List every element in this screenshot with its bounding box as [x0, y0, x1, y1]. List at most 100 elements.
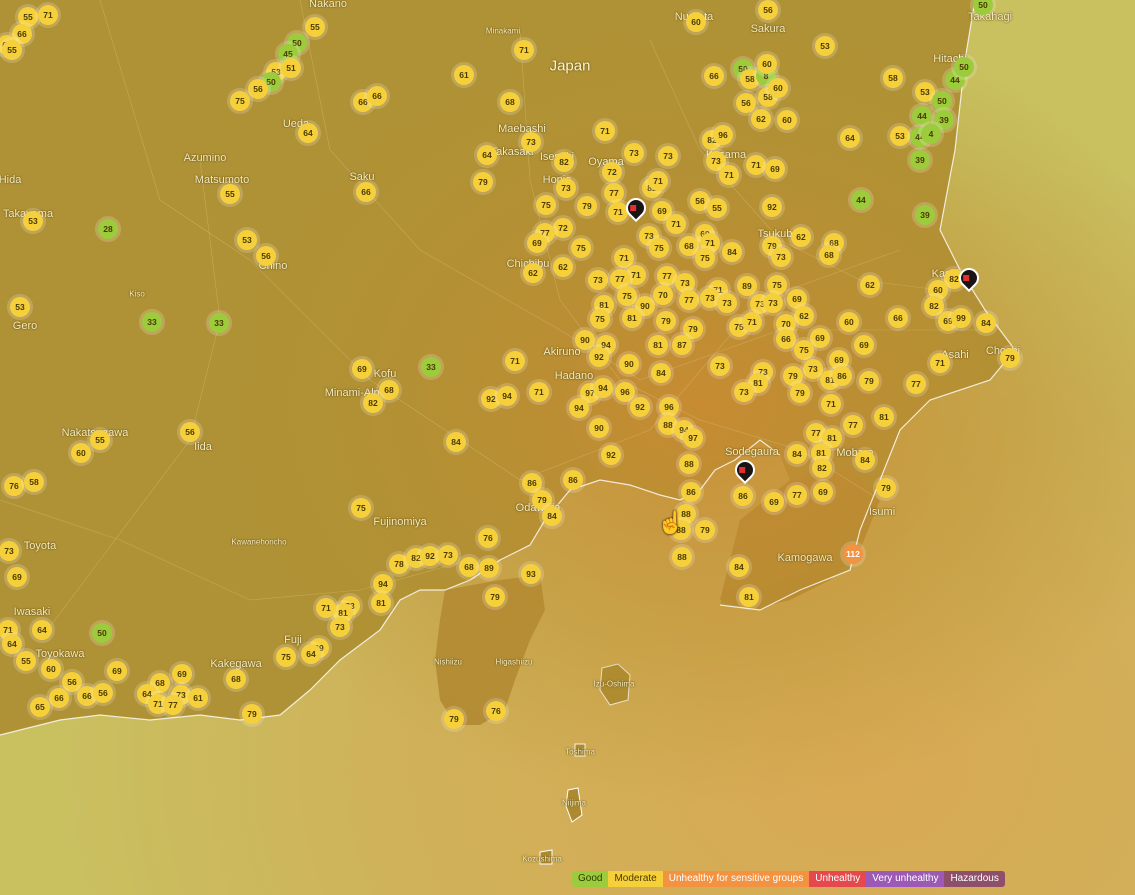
- aqi-station-marker[interactable]: 88: [672, 547, 692, 567]
- aqi-station-marker[interactable]: 75: [230, 91, 250, 111]
- aqi-station-marker[interactable]: 71: [930, 353, 950, 373]
- aqi-station-marker[interactable]: 69: [787, 289, 807, 309]
- aqi-station-marker[interactable]: 60: [928, 280, 948, 300]
- aqi-station-marker[interactable]: 75: [536, 195, 556, 215]
- aqi-station-marker[interactable]: 77: [906, 374, 926, 394]
- aqi-station-marker[interactable]: 92: [630, 397, 650, 417]
- aqi-station-marker[interactable]: 53: [23, 211, 43, 231]
- aqi-station-marker[interactable]: 75: [649, 238, 669, 258]
- aqi-station-marker[interactable]: 84: [542, 506, 562, 526]
- aqi-station-marker[interactable]: 69: [352, 359, 372, 379]
- aqi-station-marker[interactable]: 75: [351, 498, 371, 518]
- aqi-station-marker[interactable]: 73: [700, 288, 720, 308]
- aqi-station-marker[interactable]: 71: [514, 40, 534, 60]
- aqi-station-marker[interactable]: 81: [739, 587, 759, 607]
- aqi-station-marker[interactable]: 75: [276, 647, 296, 667]
- aqi-station-marker[interactable]: 79: [444, 709, 464, 729]
- aqi-station-marker[interactable]: 69: [107, 661, 127, 681]
- aqi-station-marker[interactable]: 39: [934, 110, 954, 130]
- aqi-station-marker[interactable]: 39: [910, 150, 930, 170]
- aqi-station-marker[interactable]: 50: [932, 91, 952, 111]
- aqi-station-marker[interactable]: 94: [569, 398, 589, 418]
- aqi-station-marker[interactable]: 73: [706, 151, 726, 171]
- aqi-station-marker[interactable]: 53: [815, 36, 835, 56]
- aqi-station-marker[interactable]: 75: [617, 286, 637, 306]
- aqi-station-marker[interactable]: 77: [787, 485, 807, 505]
- aqi-station-marker[interactable]: 56: [62, 672, 82, 692]
- aqi-station-marker[interactable]: 73: [803, 359, 823, 379]
- aqi-station-marker[interactable]: 71: [648, 171, 668, 191]
- aqi-station-marker[interactable]: 92: [762, 197, 782, 217]
- aqi-station-marker[interactable]: 62: [553, 257, 573, 277]
- aqi-station-marker[interactable]: 82: [554, 152, 574, 172]
- aqi-station-marker[interactable]: 77: [843, 415, 863, 435]
- aqi-station-marker[interactable]: 50: [92, 623, 112, 643]
- aqi-station-marker[interactable]: 56: [690, 191, 710, 211]
- aqi-station-marker[interactable]: 53: [915, 82, 935, 102]
- aqi-station-marker[interactable]: 60: [839, 312, 859, 332]
- aqi-station-marker[interactable]: 86: [733, 486, 753, 506]
- aqi-station-marker[interactable]: 77: [163, 695, 183, 715]
- aqi-station-marker[interactable]: 66: [776, 329, 796, 349]
- aqi-station-marker[interactable]: 71: [608, 202, 628, 222]
- aqi-station-marker[interactable]: 69: [810, 328, 830, 348]
- aqi-station-marker[interactable]: 77: [604, 183, 624, 203]
- aqi-station-marker[interactable]: 66: [49, 688, 69, 708]
- aqi-station-marker[interactable]: 73: [771, 247, 791, 267]
- aqi-station-marker[interactable]: 75: [794, 340, 814, 360]
- aqi-station-marker[interactable]: 33: [142, 312, 162, 332]
- aqi-station-marker[interactable]: 73: [521, 132, 541, 152]
- aqi-station-marker[interactable]: 69: [764, 492, 784, 512]
- aqi-station-marker[interactable]: 4: [921, 124, 941, 144]
- aqi-station-marker[interactable]: 71: [316, 598, 336, 618]
- aqi-station-marker[interactable]: 79: [695, 520, 715, 540]
- aqi-station-marker[interactable]: 86: [563, 470, 583, 490]
- aqi-station-marker[interactable]: 88: [658, 415, 678, 435]
- aqi-station-marker[interactable]: 60: [41, 659, 61, 679]
- aqi-station-marker[interactable]: 64: [301, 644, 321, 664]
- aqi-station-marker[interactable]: 56: [758, 0, 778, 20]
- aqi-station-marker[interactable]: 79: [485, 587, 505, 607]
- aqi-station-marker[interactable]: 84: [787, 444, 807, 464]
- aqi-station-marker[interactable]: 55: [18, 7, 38, 27]
- aqi-station-marker[interactable]: 69: [765, 159, 785, 179]
- aqi-station-marker[interactable]: 64: [2, 634, 22, 654]
- aqi-station-marker[interactable]: 84: [722, 242, 742, 262]
- aqi-station-marker[interactable]: 73: [624, 143, 644, 163]
- aqi-station-marker[interactable]: 55: [305, 17, 325, 37]
- aqi-station-marker[interactable]: 81: [822, 428, 842, 448]
- aqi-station-marker[interactable]: 55: [707, 198, 727, 218]
- aqi-station-marker[interactable]: 75: [571, 238, 591, 258]
- aqi-station-marker[interactable]: 97: [683, 428, 703, 448]
- aqi-station-marker[interactable]: 84: [446, 432, 466, 452]
- aqi-station-marker[interactable]: 71: [742, 312, 762, 332]
- aqi-station-marker[interactable]: 96: [615, 382, 635, 402]
- aqi-station-marker[interactable]: 73: [734, 382, 754, 402]
- aqi-station-marker[interactable]: 66: [77, 686, 97, 706]
- aqi-station-marker[interactable]: 73: [438, 545, 458, 565]
- aqi-station-marker[interactable]: 58: [883, 68, 903, 88]
- aqi-station-marker[interactable]: 66: [12, 24, 32, 44]
- aqi-station-marker[interactable]: 65: [30, 697, 50, 717]
- aqi-station-marker[interactable]: 71: [505, 351, 525, 371]
- aqi-station-marker[interactable]: 94: [593, 378, 613, 398]
- aqi-station-marker[interactable]: 62: [794, 306, 814, 326]
- aqi-station-marker[interactable]: 92: [481, 389, 501, 409]
- aqi-station-marker[interactable]: 51: [281, 58, 301, 78]
- aqi-station-marker[interactable]: 88: [679, 454, 699, 474]
- aqi-station-marker[interactable]: 60: [777, 110, 797, 130]
- aqi-station-marker[interactable]: 79: [656, 311, 676, 331]
- aqi-station-marker[interactable]: 71: [614, 248, 634, 268]
- aqi-station-marker[interactable]: 71: [595, 121, 615, 141]
- aqi-station-marker[interactable]: 86: [832, 366, 852, 386]
- aqi-station-marker[interactable]: 68: [459, 557, 479, 577]
- aqi-station-marker[interactable]: 60: [71, 443, 91, 463]
- aqi-station-marker[interactable]: 79: [790, 383, 810, 403]
- aqi-station-marker[interactable]: 68: [819, 245, 839, 265]
- aqi-station-marker[interactable]: 86: [522, 473, 542, 493]
- aqi-station-marker[interactable]: 68: [500, 92, 520, 112]
- aqi-station-marker[interactable]: 44: [851, 190, 871, 210]
- aqi-station-marker[interactable]: 66: [367, 86, 387, 106]
- aqi-station-marker[interactable]: 96: [713, 125, 733, 145]
- aqi-station-marker[interactable]: 71: [821, 394, 841, 414]
